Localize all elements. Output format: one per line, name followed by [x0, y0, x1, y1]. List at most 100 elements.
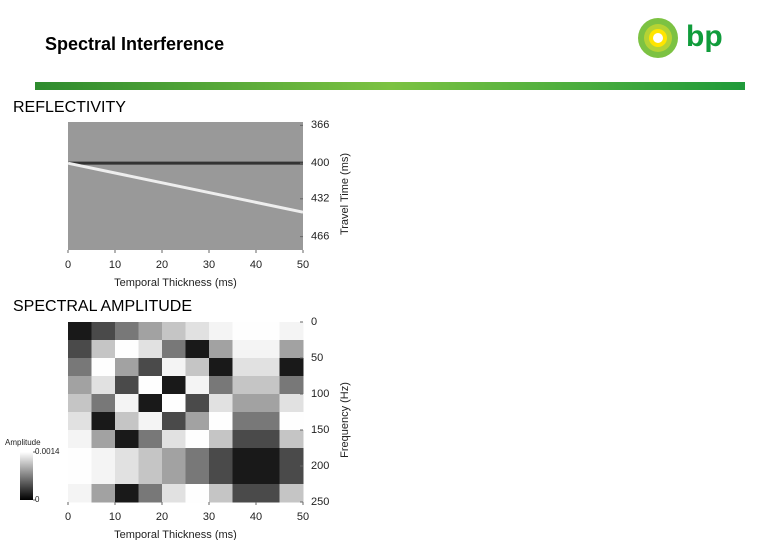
logo: bp — [638, 18, 723, 58]
heatmap-cell — [256, 484, 280, 503]
heatmap-cell — [91, 358, 116, 377]
heatmap-cell — [115, 412, 139, 431]
x-tick-label: 20 — [156, 259, 168, 271]
heatmap-cell — [138, 358, 163, 377]
x-tick-label: 50 — [297, 259, 309, 271]
x-axis-label: Temporal Thickness (ms) — [114, 277, 237, 289]
reflector-line — [67, 161, 304, 214]
heatmap-cell — [115, 358, 139, 377]
heatmap-cell — [232, 466, 257, 485]
heatmap-cell — [138, 322, 163, 341]
heatmap-cell — [138, 394, 163, 413]
heatmap-cell — [68, 340, 92, 359]
y-tick-label: 0 — [311, 316, 317, 328]
heatmap-cell — [115, 466, 139, 485]
heatmap-cell — [209, 340, 233, 359]
heatmap-cell — [232, 394, 257, 413]
heatmap-cell — [68, 322, 92, 341]
heatmap-cell — [185, 322, 210, 341]
heatmap-cell — [68, 448, 92, 467]
x-tick-label: 50 — [297, 511, 309, 523]
heatmap-cell — [138, 430, 163, 449]
y-tick-label: 200 — [311, 460, 329, 472]
heatmap-cell — [115, 448, 139, 467]
heatmap-cell — [91, 340, 116, 359]
heatmap-cell — [162, 376, 186, 395]
heatmap-cell — [185, 412, 210, 431]
heatmap-cell — [138, 376, 163, 395]
section-title: REFLECTIVITY — [13, 99, 126, 116]
heatmap-cell — [115, 376, 139, 395]
heatmap-cell — [256, 358, 280, 377]
y-axis-label: Travel Time (ms) — [339, 153, 351, 235]
heatmap-cell — [256, 448, 280, 467]
heatmap-cell — [279, 448, 304, 467]
heatmap-cell — [185, 448, 210, 467]
heatmap-cell — [91, 412, 116, 431]
heatmap-cell — [115, 322, 139, 341]
y-tick-label: 100 — [311, 388, 329, 400]
x-axis-label: Temporal Thickness (ms) — [114, 529, 237, 540]
heatmap-cell — [185, 340, 210, 359]
x-tick-label: 40 — [250, 511, 262, 523]
y-tick-label: 400 — [311, 157, 329, 169]
heatmap-cell — [279, 358, 304, 377]
heatmap-cell — [91, 322, 116, 341]
heatmap-cell — [162, 466, 186, 485]
heatmap-cell — [185, 376, 210, 395]
heatmap-cell — [279, 484, 304, 503]
x-tick-label: 0 — [65, 259, 71, 271]
heatmap-cell — [209, 322, 233, 341]
section-title: SPECTRAL AMPLITUDE — [13, 298, 192, 315]
heatmap-cell — [138, 466, 163, 485]
x-tick-label: 10 — [109, 259, 121, 271]
heatmap-cell — [232, 376, 257, 395]
heatmap-cell — [138, 448, 163, 467]
x-tick-label: 10 — [109, 511, 121, 523]
heatmap-cell — [162, 448, 186, 467]
heatmap-cell — [279, 376, 304, 395]
heatmap-cell — [68, 484, 92, 503]
x-tick-label: 0 — [65, 511, 71, 523]
heatmap-cell — [162, 322, 186, 341]
heatmap-cell — [209, 466, 233, 485]
heatmap-cell — [232, 358, 257, 377]
x-tick-label: 30 — [203, 259, 215, 271]
heatmap-cell — [232, 484, 257, 503]
heatmap-cell — [209, 394, 233, 413]
heatmap-cell — [68, 394, 92, 413]
x-tick-label: 20 — [156, 511, 168, 523]
heatmap-cell — [162, 394, 186, 413]
y-tick-label: 50 — [311, 352, 323, 364]
heatmap-cell — [91, 430, 116, 449]
heatmap-cell — [232, 448, 257, 467]
heatmap-cell — [91, 376, 116, 395]
heatmap-cell — [209, 412, 233, 431]
heatmap-cell — [279, 412, 304, 431]
heatmap-cell — [162, 412, 186, 431]
heatmap-cell — [232, 322, 257, 341]
heatmap-cell — [162, 484, 186, 503]
heatmap-cell — [162, 340, 186, 359]
heatmap-cell — [185, 484, 210, 503]
y-tick-label: 466 — [311, 231, 329, 243]
heatmap-cell — [115, 430, 139, 449]
heatmap-cell — [185, 394, 210, 413]
y-axis-label: Frequency (Hz) — [339, 382, 351, 458]
heatmap-cell — [256, 394, 280, 413]
heatmap-cell — [68, 358, 92, 377]
heatmap-cell — [91, 394, 116, 413]
colorbar-label: Amplitude — [5, 438, 41, 447]
heatmap-cell — [138, 412, 163, 431]
heatmap-cell — [138, 340, 163, 359]
y-tick-label: 432 — [311, 193, 329, 205]
header-bar — [35, 82, 745, 90]
heatmap-cell — [68, 466, 92, 485]
heatmap-cell — [209, 358, 233, 377]
heatmap-cell — [256, 376, 280, 395]
heatmap-cell — [279, 340, 304, 359]
heatmap-cell — [209, 376, 233, 395]
heatmap-cell — [209, 448, 233, 467]
y-tick-label: 150 — [311, 424, 329, 436]
